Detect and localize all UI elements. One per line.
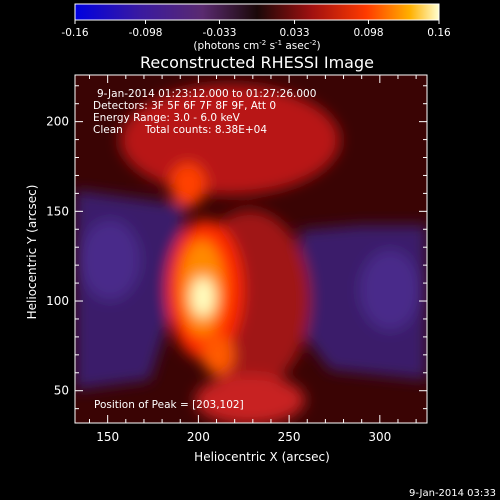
y-tick-label: 150 [46,204,69,218]
y-tick-label: 200 [46,115,69,129]
negative-core-right [360,250,420,330]
info-time: 9-Jan-2014 01:23:12.000 to 01:27:26.000 [97,88,316,100]
info-energy: Energy Range: 3.0 - 6.0 keV [93,112,241,124]
x-axis-label: Heliocentric X (arcsec) [194,450,330,464]
y-axis-label: Heliocentric Y (arcsec) [25,185,39,320]
y-tick-label: 100 [46,294,69,308]
x-tick-label: 200 [187,430,210,444]
emission-upper [120,85,340,195]
colorbar-tick-label: 0.033 [280,27,310,39]
colorbar-tick-label: 0.098 [353,27,383,39]
emission-lower [195,375,305,423]
source-upper [170,163,206,207]
colorbar-ticks: -0.16 -0.098 -0.033 0.033 0.098 0.16 [61,20,451,39]
x-tick-label: 300 [368,430,391,444]
info-total-counts: Total counts: 8.38E+04 [144,124,267,136]
source-tail [202,335,234,375]
negative-core-left [80,220,140,300]
x-axis-ticks: 150 200 250 300 [89,75,417,444]
footer-date: 9-Jan-2014 03:33 [409,488,496,499]
x-tick-label: 250 [278,430,301,444]
peak-position-label: Position of Peak = [203,102] [94,399,244,411]
y-tick-label: 50 [54,384,69,398]
y-axis-ticks: 50 100 150 200 [46,85,427,410]
heatmap-image [75,75,427,423]
colorbar-unit-label: (photons cm-2 s-1 asec-2) [193,39,320,52]
colorbar [74,3,440,21]
colorbar-tick-label: -0.098 [129,27,163,39]
colorbar-tick-label: -0.16 [61,27,88,39]
colorbar-tick-label: 0.16 [427,27,451,39]
source-core [191,277,215,317]
info-clean: Clean [93,124,123,136]
chart-title: Reconstructed RHESSI Image [140,53,374,72]
colorbar-tick-label: -0.033 [203,27,237,39]
x-tick-label: 150 [96,430,119,444]
plot-frame [74,74,428,424]
info-detectors: Detectors: 3F 5F 6F 7F 8F 9F, Att 0 [93,100,276,112]
